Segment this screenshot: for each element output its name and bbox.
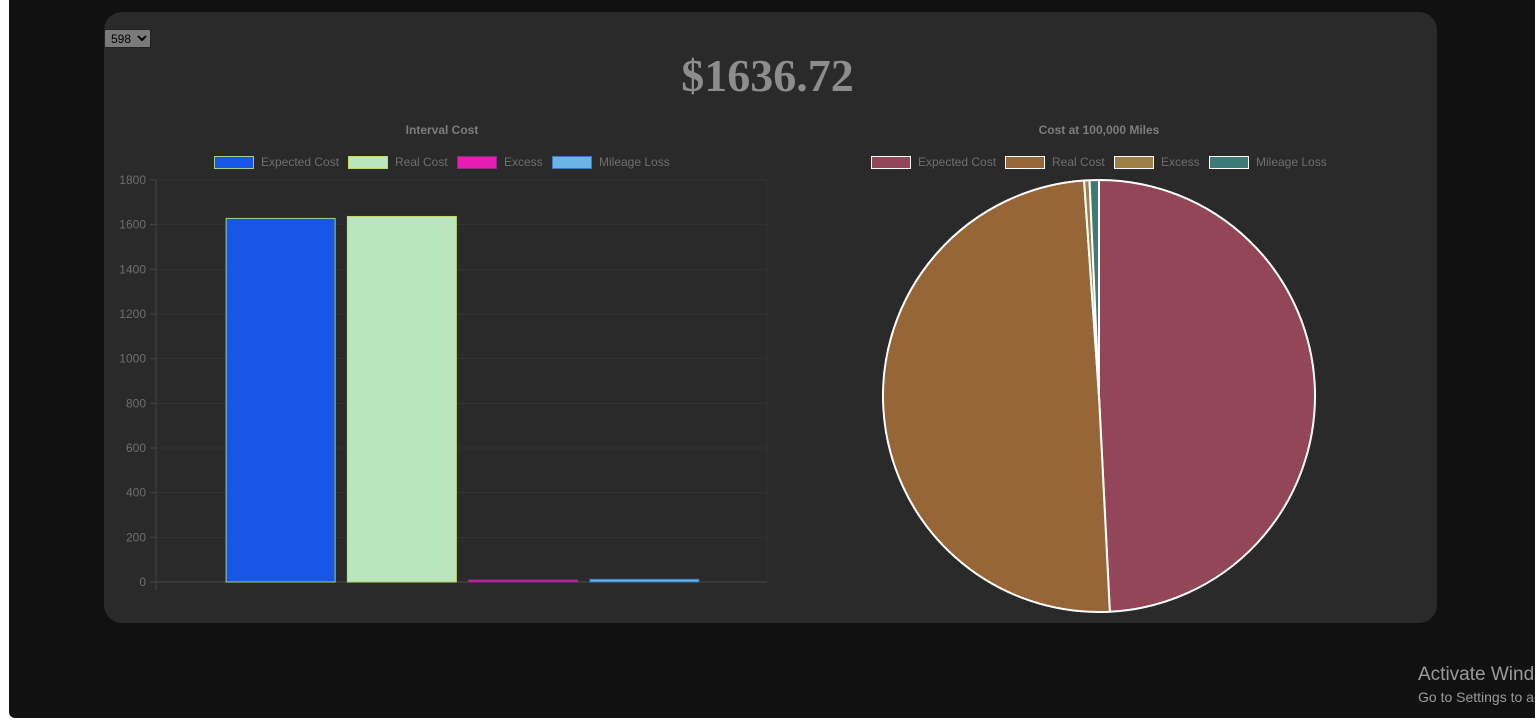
pie-chart-legend-swatch	[1005, 156, 1045, 169]
dashboard-card	[104, 12, 1437, 623]
interval-select[interactable]: 598	[104, 29, 151, 48]
pie-chart-legend-label: Real Cost	[1052, 155, 1105, 169]
bar-chart-legend: Expected Cost Real Cost Excess Mileage Loss	[214, 155, 684, 172]
bar-chart-title: Interval Cost	[405, 123, 479, 137]
windows-activation-watermark: Activate Windows Go to Settings to activ…	[1418, 663, 1535, 707]
pie-chart-title: Cost at 100,000 Miles	[1038, 123, 1160, 137]
bar-chart-legend-swatch	[457, 156, 497, 169]
watermark-line-1: Activate Windows	[1418, 664, 1535, 685]
bar-chart-legend-swatch	[348, 156, 388, 169]
pie-chart-legend: Expected Cost Real Cost Excess Mileage Loss	[871, 155, 1341, 172]
bar-chart-legend-label: Excess	[504, 155, 543, 169]
pie-chart-legend-label: Mileage Loss	[1256, 155, 1327, 169]
total-cost: $1636.72	[681, 50, 854, 101]
watermark-line-2: Go to Settings to activate Windows.	[1418, 689, 1535, 705]
bar-chart-legend-swatch	[214, 156, 254, 169]
pie-chart-legend-swatch	[871, 156, 911, 169]
pie-chart-legend-label: Excess	[1161, 155, 1200, 169]
pie-chart-legend-label: Expected Cost	[918, 155, 997, 169]
bar-chart-legend-swatch	[552, 156, 592, 169]
pie-chart-legend-swatch	[1114, 156, 1154, 169]
bar-chart-legend-label: Real Cost	[395, 155, 448, 169]
bar-chart-legend-label: Mileage Loss	[599, 155, 670, 169]
pie-chart-legend-swatch	[1209, 156, 1249, 169]
bar-chart-legend-label: Expected Cost	[261, 155, 340, 169]
